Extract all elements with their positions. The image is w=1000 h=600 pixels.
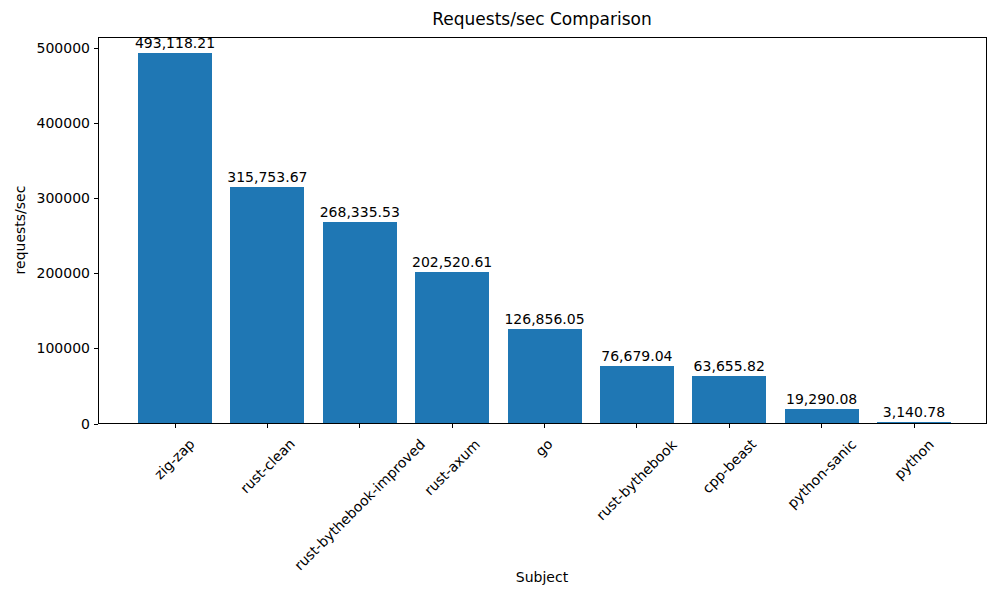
x-tick-mark bbox=[544, 424, 545, 428]
bar bbox=[877, 422, 951, 423]
x-axis-label: Subject bbox=[516, 569, 568, 586]
x-tick-mark bbox=[175, 424, 176, 428]
chart-title: Requests/sec Comparison bbox=[432, 9, 652, 29]
bar-value-label: 63,655.82 bbox=[694, 358, 765, 375]
bar-value-label: 19,290.08 bbox=[786, 391, 857, 408]
x-tick-label: go bbox=[532, 436, 556, 460]
y-tick-mark bbox=[94, 198, 98, 199]
bar bbox=[508, 329, 582, 423]
x-tick-label: cpp-beast bbox=[699, 436, 760, 497]
y-tick-label: 200000 bbox=[37, 265, 90, 282]
x-tick-mark bbox=[729, 424, 730, 428]
bar bbox=[323, 222, 397, 423]
x-tick-label: python bbox=[891, 436, 938, 483]
bar bbox=[230, 187, 304, 423]
x-tick-mark bbox=[821, 424, 822, 428]
x-tick-mark bbox=[267, 424, 268, 428]
y-axis-label: requests/sec bbox=[12, 186, 29, 275]
bar bbox=[600, 366, 674, 423]
x-tick-label: rust-clean bbox=[237, 436, 299, 498]
bar bbox=[415, 272, 489, 423]
x-tick-label: rust-axum bbox=[421, 436, 484, 499]
bar-value-label: 76,679.04 bbox=[601, 348, 672, 365]
bar bbox=[785, 409, 859, 423]
y-tick-mark bbox=[94, 48, 98, 49]
x-tick-mark bbox=[636, 424, 637, 428]
bar-value-label: 3,140.78 bbox=[883, 404, 945, 421]
y-tick-mark bbox=[94, 273, 98, 274]
x-tick-mark bbox=[914, 424, 915, 428]
y-tick-mark bbox=[94, 424, 98, 425]
x-tick-mark bbox=[452, 424, 453, 428]
x-tick-label: zig-zap bbox=[151, 436, 198, 483]
x-tick-label: rust-bythebook bbox=[593, 436, 681, 524]
y-tick-mark bbox=[94, 348, 98, 349]
x-tick-label: python-sanic bbox=[784, 436, 860, 512]
y-tick-label: 400000 bbox=[37, 115, 90, 132]
bar bbox=[692, 376, 766, 423]
x-tick-label: rust-bythebook-improved bbox=[291, 436, 429, 574]
y-tick-label: 500000 bbox=[37, 40, 90, 57]
y-tick-label: 300000 bbox=[37, 190, 90, 207]
bar-value-label: 268,335.53 bbox=[320, 204, 400, 221]
bar-chart-figure: Requests/sec Comparison requests/sec Sub… bbox=[0, 0, 1000, 600]
bar-value-label: 126,856.05 bbox=[504, 311, 584, 328]
bar bbox=[138, 53, 212, 423]
x-tick-mark bbox=[359, 424, 360, 428]
bar-value-label: 315,753.67 bbox=[227, 169, 307, 186]
y-tick-label: 0 bbox=[81, 416, 90, 433]
y-tick-label: 100000 bbox=[37, 340, 90, 357]
bar-value-label: 493,118.21 bbox=[135, 35, 215, 52]
bar-value-label: 202,520.61 bbox=[412, 254, 492, 271]
y-tick-mark bbox=[94, 123, 98, 124]
